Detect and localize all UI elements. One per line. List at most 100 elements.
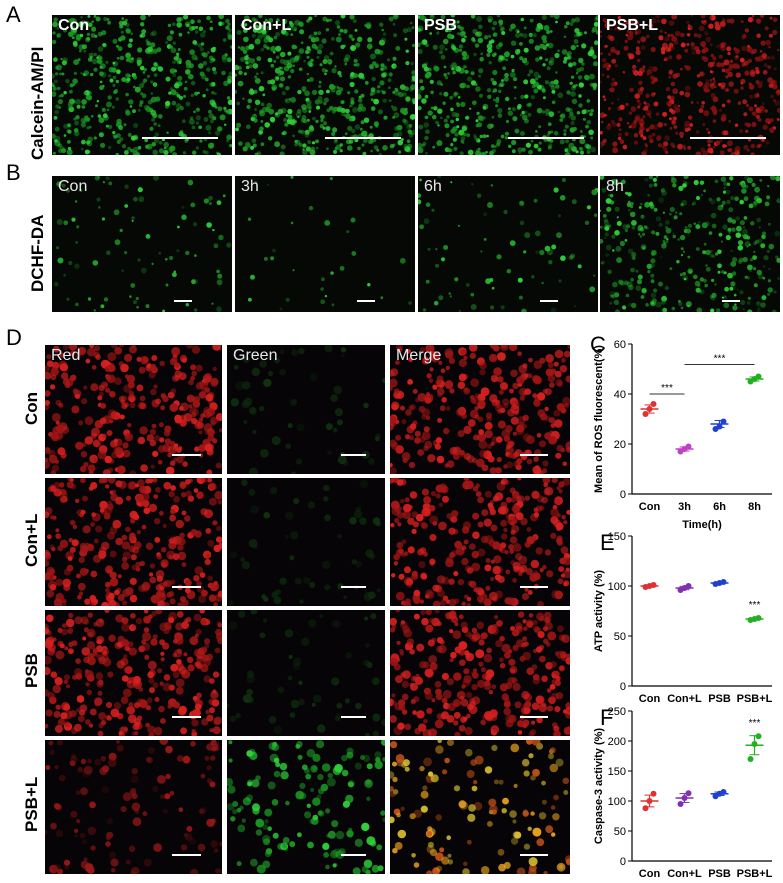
y-tick-label: 50 (614, 631, 626, 643)
x-tick-label: PSB (708, 868, 731, 880)
panel-d-tile-r1-c0-cells (45, 478, 222, 606)
significance-label: *** (749, 718, 761, 729)
panel-d-tile-r0-c1-cells (230, 345, 385, 474)
data-point (747, 756, 754, 762)
scale-bar (172, 716, 201, 718)
panel-d-tile-r3-c2-cells (390, 740, 570, 874)
y-tick-label: 150 (608, 531, 626, 543)
data-point (646, 798, 653, 804)
x-tick-label: PSB+L (737, 693, 773, 705)
panel-d-tile-r0-c2-cells (390, 345, 570, 474)
y-tick-label: 50 (614, 826, 626, 838)
panel-d-tile-r0-c2-label: Merge (396, 347, 442, 364)
chart-E-letter: E (600, 530, 615, 555)
data-point (720, 579, 727, 585)
panel-d-tile-r1-c2-cells (390, 478, 570, 606)
x-tick-label: PSB+L (737, 868, 773, 880)
x-tick-label: Con (639, 501, 661, 513)
panel-d-row-label-1: Con+L (22, 513, 41, 567)
panel-d-row-label-3: PSB+L (22, 776, 41, 832)
y-tick-label: 20 (614, 439, 626, 451)
panel-a-tile-2-cells (418, 15, 598, 155)
panel-d-tile-r0-c0: Red (45, 345, 222, 474)
scale-bar (172, 854, 201, 856)
y-axis-label: Caspase-3 activity (%) (593, 728, 605, 844)
panel-a-tile-3-label: PSB+L (606, 17, 659, 34)
scale-bar (357, 300, 376, 302)
data-point (755, 373, 762, 380)
panel-d-row-label-0: Con (22, 391, 41, 425)
panel-d-tile-r2-c1 (227, 610, 385, 736)
scale-bar (519, 854, 549, 856)
panel-b-tile-2-cells (418, 176, 598, 312)
panel-b-tile-0-cells (54, 176, 232, 312)
panel-b-tile-1-label: 3h (241, 178, 259, 195)
panel-b-tile-3: 8h (600, 176, 780, 312)
panel-a-tile-0-cells (52, 15, 232, 155)
panel-b-tile-3-cells (600, 176, 780, 312)
panel-a-row-label: Calcein-AM/PI (28, 46, 47, 160)
panel-d-tile-r1-c2 (390, 478, 570, 606)
data-point (650, 790, 657, 797)
panel-a-letter: A (6, 2, 21, 27)
y-tick-label: 0 (620, 856, 626, 868)
panel-d-tile-r2-c1-cells (227, 610, 385, 736)
data-point (755, 733, 762, 740)
data-point (755, 615, 762, 621)
data-point (681, 795, 688, 801)
chart-f: F 0 50 100 150 200 250 Con Con+L PSB PSB+L Caspase-… (593, 705, 773, 880)
panel-b-tile-0: Con (52, 176, 232, 312)
panel-a-tile-0: Con (52, 15, 232, 155)
data-point (720, 418, 727, 425)
panel-a-tile-1: Con+L (235, 15, 415, 155)
data-point (685, 443, 692, 450)
y-tick-label: 40 (614, 389, 626, 401)
scale-bar (519, 716, 549, 718)
panel-a-tile-1-label: Con+L (241, 17, 292, 34)
scale-bar (340, 854, 367, 856)
data-point (642, 805, 649, 812)
panel-d-tile-r3-c0 (45, 740, 222, 874)
chart-F-letter: F (600, 705, 613, 730)
scale-bar (519, 586, 549, 588)
significance-label: *** (749, 600, 761, 611)
scale-bar (172, 586, 201, 588)
scale-bar (540, 300, 559, 302)
data-point (685, 790, 692, 797)
scale-bar (519, 454, 549, 456)
scale-bar (508, 137, 584, 139)
y-axis-label: Mean of ROS fluorescent(%) (593, 345, 605, 493)
panel-a-tile-1-cells (235, 15, 415, 155)
y-tick-label: 200 (608, 736, 626, 748)
panel-a-tile-2: PSB (418, 15, 598, 155)
x-tick-label: Con (639, 693, 661, 705)
scale-bar (172, 454, 201, 456)
panel-d-tile-r3-c2 (390, 740, 570, 874)
panel-a-tile-3: PSB+L (600, 15, 780, 155)
scale-bar (340, 716, 367, 718)
panel-d-letter: D (6, 325, 22, 350)
x-tick-label: 3h (678, 501, 691, 513)
panel-a-tile-3-cells (600, 15, 780, 155)
scale-bar (722, 300, 741, 302)
panel-d-tile-r0-c0-label: Red (51, 347, 81, 364)
x-tick-label: Con (639, 868, 661, 880)
scale-bar (325, 137, 401, 139)
panel-b-tile-2: 6h (418, 176, 598, 312)
y-tick-label: 0 (620, 681, 626, 693)
scale-bar (142, 137, 218, 139)
y-tick-label: 60 (614, 339, 626, 351)
panel-b-letter: B (6, 160, 21, 185)
data-point (751, 741, 758, 747)
y-tick-label: 100 (608, 796, 626, 808)
panel-a-tile-0-label: Con (58, 17, 90, 34)
significance-label: *** (661, 383, 673, 394)
chart-C-letter: C (590, 332, 606, 357)
panel-d-tile-r2-c0 (45, 610, 222, 736)
data-point (642, 411, 649, 417)
data-point (677, 801, 684, 807)
chart-e: E 0 50 100 150 Con Con+L PSB PSB+L ATP activity (… (593, 530, 773, 705)
panel-d-tile-r3-c0-cells (45, 740, 222, 874)
x-tick-label: 8h (748, 501, 761, 513)
panel-d-tile-r0-c2: Merge (390, 345, 570, 474)
